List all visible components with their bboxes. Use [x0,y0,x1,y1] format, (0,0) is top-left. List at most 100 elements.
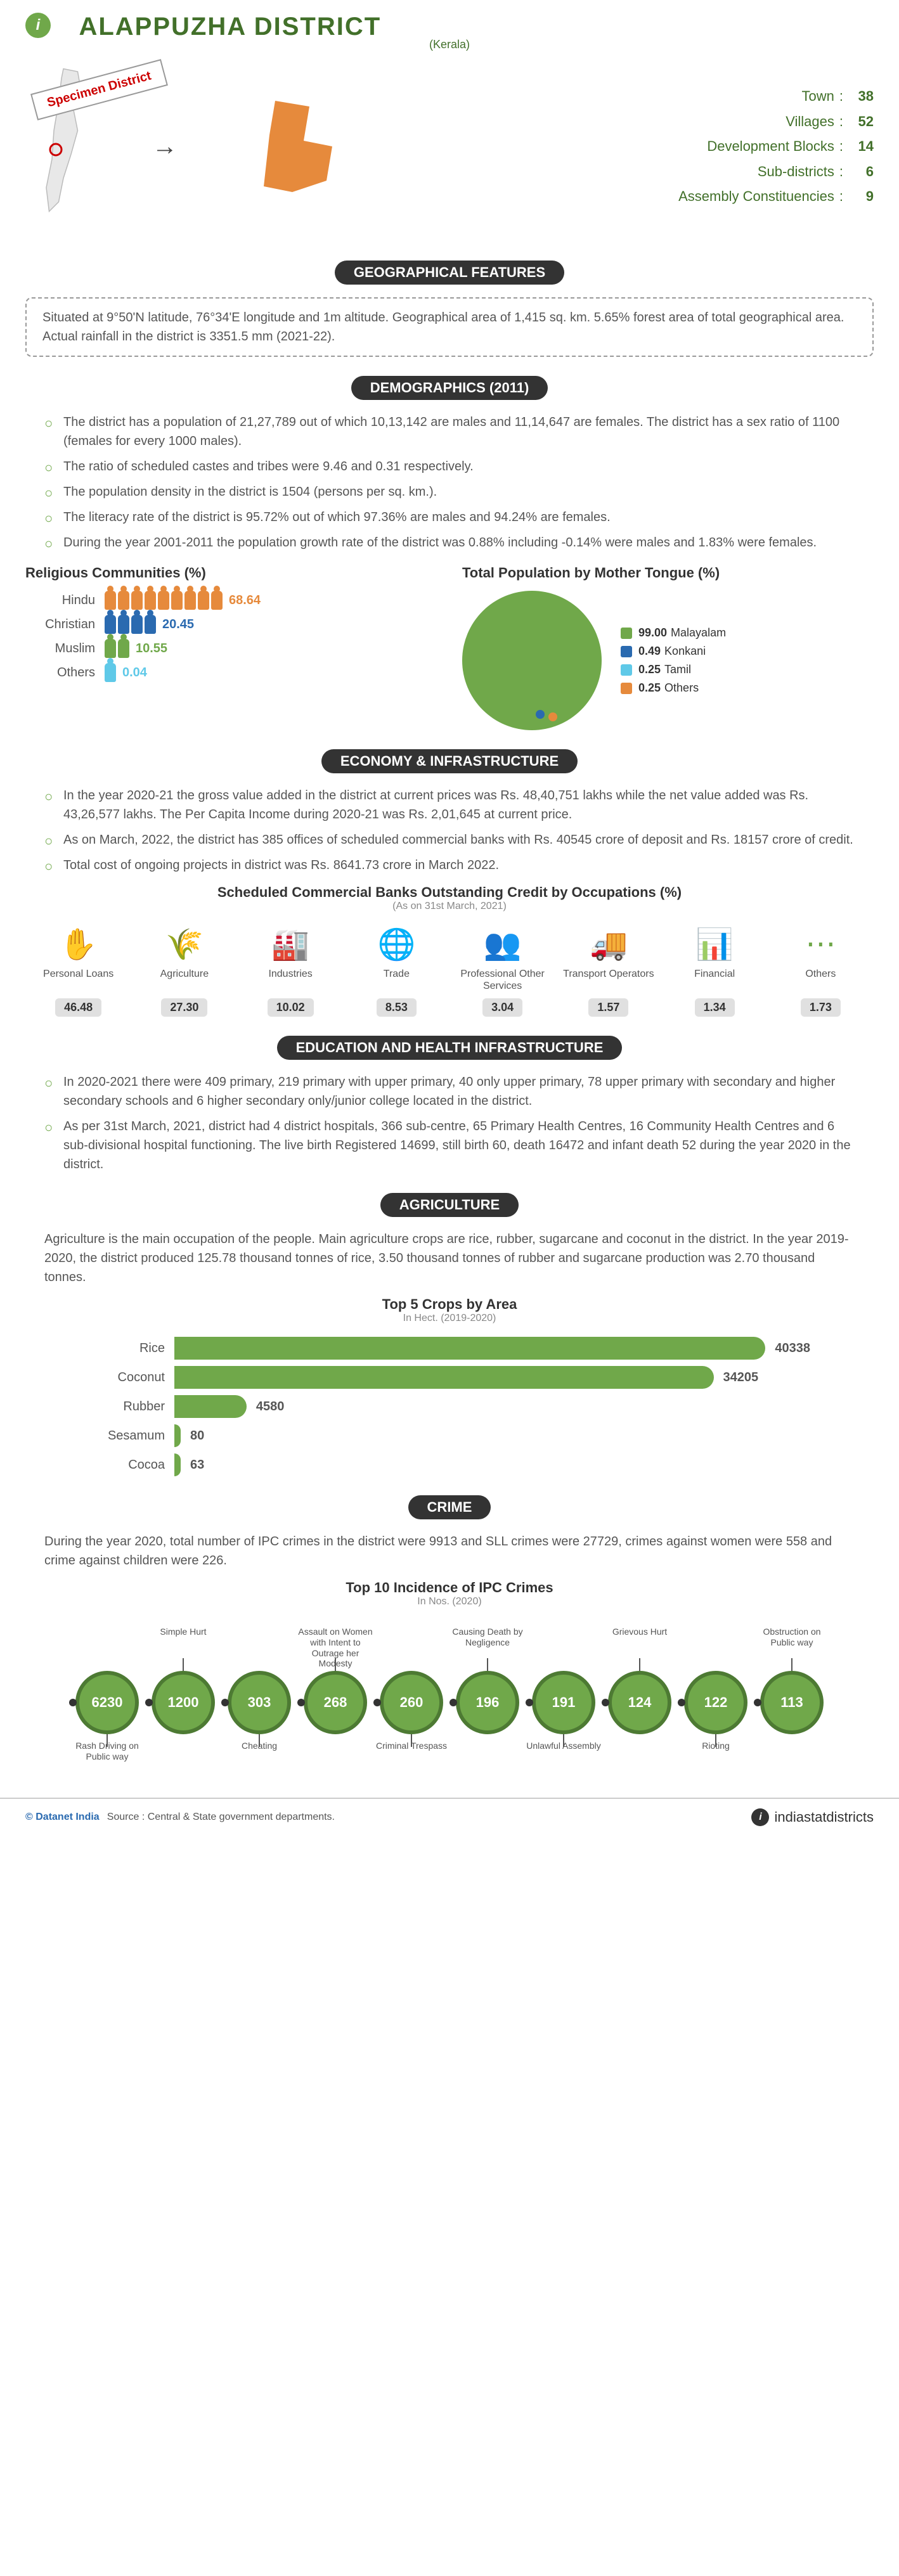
section-header-education: EDUCATION AND HEALTH INFRASTRUCTURE [277,1036,623,1060]
stat-value: 52 [848,109,874,134]
bullet-item: The ratio of scheduled castes and tribes… [44,457,855,476]
crime-label: Grievous Hurt [602,1626,678,1637]
pie-icon [462,591,602,730]
crop-bar [174,1366,714,1389]
person-icon [184,591,196,610]
crime-item: Unlawful Assembly191 [526,1671,602,1734]
stat-row: Development Blocks:14 [678,134,874,159]
legend-item: 0.49Konkani [621,645,726,658]
crime-chain: Rash Driving on Public way6230Simple Hur… [25,1671,874,1734]
occupation-item: 🌾Agriculture27.30 [131,925,237,1017]
stat-row: Town:38 [678,84,874,109]
person-icon [105,591,116,610]
legend-swatch-icon [621,664,632,676]
occupation-icon: 👥 [484,925,522,963]
occupation-label: Transport Operators [563,968,654,993]
district-shape-icon [241,89,355,203]
person-icon [145,615,156,634]
bullet-item: In 2020-2021 there were 409 primary, 219… [44,1072,855,1111]
crop-row: Rice40338 [89,1337,810,1360]
legend-item: 0.25Others [621,681,726,695]
language-chart: Total Population by Mother Tongue (%) 99… [462,565,874,730]
crop-label: Cocoa [89,1458,165,1472]
crime-circle: 196 [456,1671,519,1734]
occupation-label: Others [805,968,836,993]
religion-value: 20.45 [162,617,194,632]
legend-item: 99.00Malayalam [621,626,726,640]
religion-row: Christian20.45 [25,615,437,634]
section-header-agriculture: AGRICULTURE [380,1193,519,1217]
religion-chart: Religious Communities (%) Hindu68.64Chri… [25,565,437,730]
crime-label: Causing Death by Negligence [450,1626,526,1648]
stat-label: Assembly Constituencies [678,184,834,209]
crop-value: 80 [190,1429,204,1443]
footer: © Datanet India Source : Central & State… [0,1798,899,1836]
crime-item: Assault on Women with Intent to Outrage … [297,1671,373,1734]
demo-charts: Religious Communities (%) Hindu68.64Chri… [25,565,874,730]
religion-label: Hindu [25,593,95,608]
crime-circle: 268 [304,1671,367,1734]
occupation-icon: 🚚 [590,925,628,963]
person-icon [211,591,223,610]
occupation-icon: 🌾 [165,925,204,963]
bullet-item: Total cost of ongoing projects in distri… [44,856,855,875]
religion-row: Hindu68.64 [25,591,437,610]
crime-item: Obstruction on Public way113 [754,1671,830,1734]
crime-label: Simple Hurt [145,1626,221,1637]
crime-item: Rash Driving on Public way6230 [69,1671,145,1734]
stat-value: 6 [848,159,874,184]
legend-swatch-icon [621,683,632,694]
crime-text: During the year 2020, total number of IP… [44,1532,855,1570]
crop-bar [174,1337,765,1360]
geo-text: Situated at 9°50'N latitude, 76°34'E lon… [25,297,874,357]
bullet-item: The population density in the district i… [44,482,855,501]
occupation-label: Financial [694,968,735,993]
crop-bar [174,1395,247,1418]
crop-label: Rice [89,1341,165,1356]
crime-item: Causing Death by Negligence196 [450,1671,526,1734]
economy-bullets: In the year 2020-21 the gross value adde… [44,786,855,875]
occupation-value: 1.57 [588,998,628,1017]
legend-pct: 0.25 [638,663,661,676]
person-icon [105,639,116,658]
bullet-item: The district has a population of 21,27,7… [44,413,855,451]
stat-label: Development Blocks [707,134,834,159]
person-icon [118,615,129,634]
language-legend: 99.00Malayalam0.49Konkani0.25Tamil0.25Ot… [621,621,726,700]
person-icon [158,591,169,610]
section-header-crime: CRIME [408,1495,491,1519]
legend-swatch-icon [621,628,632,639]
person-icon [131,591,143,610]
legend-pct: 0.25 [638,681,661,695]
crop-label: Rubber [89,1400,165,1414]
crime-circle: 303 [228,1671,291,1734]
occupation-item: 👥Professional Other Services3.04 [450,925,555,1017]
education-bullets: In 2020-2021 there were 409 primary, 219… [44,1072,855,1174]
occupations-title: Scheduled Commercial Banks Outstanding C… [25,884,874,901]
occupation-item: ⋯Others1.73 [768,925,874,1017]
occupation-value: 46.48 [55,998,101,1017]
crime-circle: 122 [684,1671,747,1734]
crop-bar [174,1453,181,1476]
occupation-value: 27.30 [161,998,207,1017]
crime-label: Obstruction on Public way [754,1626,830,1648]
crops-title: Top 5 Crops by Area [25,1296,874,1313]
occupation-label: Trade [384,968,410,993]
occupations-caption: (As on 31st March, 2021) [25,901,874,912]
legend-label: Konkani [664,645,706,658]
legend-pct: 99.00 [638,626,667,640]
bullet-item: As on March, 2022, the district has 385 … [44,830,855,849]
crime-circle: 260 [380,1671,443,1734]
language-title: Total Population by Mother Tongue (%) [462,565,874,581]
occupation-value: 1.34 [695,998,735,1017]
occupation-label: Industries [268,968,312,993]
legend-pct: 0.49 [638,645,661,658]
legend-label: Others [664,681,699,695]
occupation-item: 🚚 Transport Operators 1.57 [555,925,661,1017]
legend-swatch-icon [621,646,632,657]
infographic-container: i ALAPPUZHA DISTRICT (Kerala) Specimen D… [0,0,899,1798]
religion-label: Muslim [25,641,95,656]
header-stats: Town:38Villages:52Development Blocks:14S… [678,84,874,209]
footer-source: Source : Central & State government depa… [107,1812,335,1823]
stat-label: Villages [786,109,834,134]
